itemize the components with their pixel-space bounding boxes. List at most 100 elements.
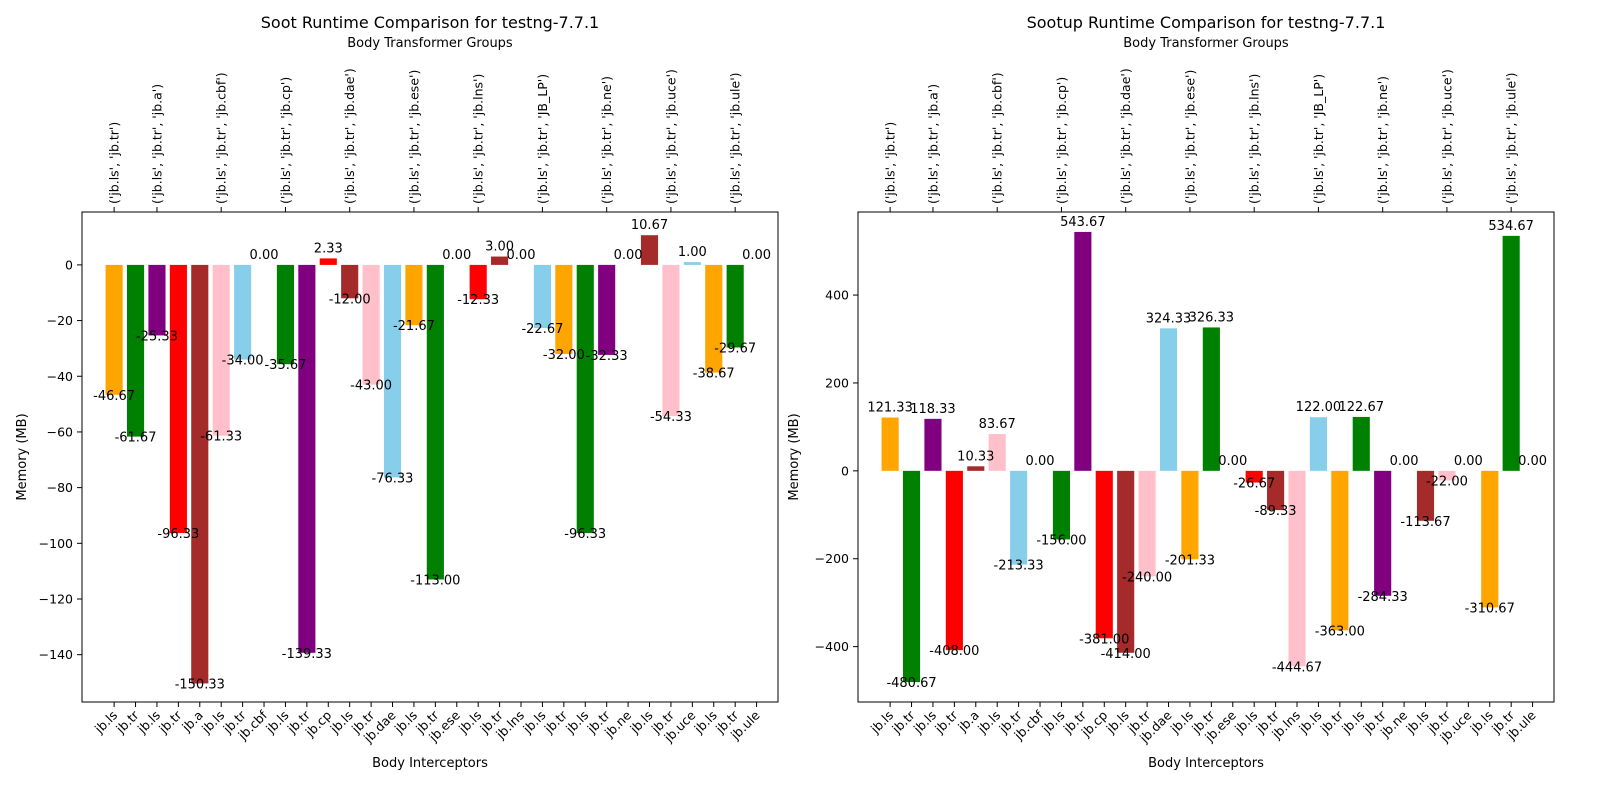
bar xyxy=(555,265,572,354)
data-label: 2.33 xyxy=(314,241,343,256)
data-label: -35.67 xyxy=(264,358,306,373)
bar xyxy=(1010,471,1027,565)
bar xyxy=(191,265,208,684)
bar xyxy=(534,265,551,328)
group-tick-label: ('jb.ls', 'jb.tr', 'jb.dae') xyxy=(1118,68,1133,204)
data-label: 0.00 xyxy=(614,248,643,263)
data-label: 0.00 xyxy=(742,248,771,263)
group-tick-label: ('jb.ls', 'jb.tr', 'jb.lns') xyxy=(471,74,486,204)
bar xyxy=(384,265,401,478)
data-label: -201.33 xyxy=(1165,553,1215,568)
data-label: 543.67 xyxy=(1060,215,1106,230)
data-label: -284.33 xyxy=(1358,590,1408,605)
bar xyxy=(1181,471,1198,559)
data-label: -381.00 xyxy=(1079,632,1129,647)
bar xyxy=(577,265,594,533)
data-label: -43.00 xyxy=(350,379,392,394)
y-tick-label: −120 xyxy=(39,591,73,606)
data-label: -139.33 xyxy=(282,647,332,662)
data-label: -38.67 xyxy=(693,367,735,382)
bar xyxy=(967,466,984,471)
group-tick-label: ('jb.ls', 'jb.tr', 'jb.uce') xyxy=(663,69,678,204)
x-axis-label: Body Interceptors xyxy=(1148,756,1264,771)
y-tick-label: −200 xyxy=(815,551,849,566)
data-label: 324.33 xyxy=(1146,311,1192,326)
group-tick-label: ('jb.ls', 'jb.tr', 'JB_LP') xyxy=(535,74,550,204)
group-tick-label: ('jb.ls', 'jb.tr') xyxy=(883,122,898,204)
bar xyxy=(127,265,144,437)
group-tick-label: ('jb.ls', 'jb.tr') xyxy=(107,122,122,204)
bar xyxy=(1374,471,1391,596)
data-label: -414.00 xyxy=(1101,647,1151,662)
data-label: -54.33 xyxy=(650,410,692,425)
bar xyxy=(1117,471,1134,653)
group-tick-label: ('jb.ls', 'jb.tr', 'jb.cbf') xyxy=(990,72,1005,204)
group-tick-label: ('jb.ls', 'jb.tr', 'jb.cbf') xyxy=(214,72,229,204)
y-tick-label: 200 xyxy=(825,375,849,390)
data-label: -29.67 xyxy=(714,342,756,357)
y-tick-label: −20 xyxy=(47,313,73,328)
data-label: -25.33 xyxy=(136,329,178,344)
group-tick-label: ('jb.ls', 'jb.tr', 'jb.ne') xyxy=(1375,76,1390,204)
bar xyxy=(234,265,251,360)
data-label: -310.67 xyxy=(1465,601,1515,616)
data-label: -96.33 xyxy=(564,527,606,542)
y-tick-label: 0 xyxy=(65,257,73,272)
data-label: 0.00 xyxy=(442,248,471,263)
data-label: 118.33 xyxy=(910,402,956,417)
bar xyxy=(427,265,444,580)
bar xyxy=(320,258,337,264)
bar xyxy=(277,265,294,364)
y-axis-label: Memory (MB) xyxy=(15,413,30,500)
data-label: -12.33 xyxy=(457,293,499,308)
bar xyxy=(405,265,422,325)
y-tick-label: −100 xyxy=(39,536,73,551)
data-label: 0.00 xyxy=(1390,454,1419,469)
data-label: 534.67 xyxy=(1488,219,1534,234)
y-tick-label: 0 xyxy=(841,463,849,478)
data-label: -22.67 xyxy=(521,322,563,337)
top-axis-label: Body Transformer Groups xyxy=(347,36,513,51)
x-axis-label: Body Interceptors xyxy=(372,756,488,771)
group-tick-label: ('jb.ls', 'jb.tr', 'jb.ese') xyxy=(406,70,421,204)
bar xyxy=(1288,471,1305,666)
data-label: -12.00 xyxy=(329,292,371,307)
data-label: 0.00 xyxy=(1518,454,1547,469)
data-label: 0.00 xyxy=(1454,454,1483,469)
y-tick-label: 400 xyxy=(825,288,849,303)
data-label: -26.67 xyxy=(1233,477,1275,492)
data-label: -22.00 xyxy=(1426,475,1468,490)
group-tick-label: ('jb.ls', 'jb.tr', 'jb.uce') xyxy=(1439,69,1454,204)
soot-chart-panel: Soot Runtime Comparison for testng-7.7.1… xyxy=(15,13,778,771)
data-label: -363.00 xyxy=(1315,624,1365,639)
data-label: -34.00 xyxy=(222,354,264,369)
bar xyxy=(1096,471,1113,638)
data-label: 10.33 xyxy=(957,449,994,464)
data-label: -150.33 xyxy=(175,677,225,692)
data-label: 0.00 xyxy=(507,248,536,263)
bar xyxy=(298,265,315,653)
group-tick-label: ('jb.ls', 'jb.tr', 'jb.cp') xyxy=(278,77,293,204)
data-label: -32.00 xyxy=(543,348,585,363)
data-label: -480.67 xyxy=(886,676,936,691)
bar xyxy=(924,419,941,471)
sootup-chart-panel: Sootup Runtime Comparison for testng-7.7… xyxy=(787,13,1554,771)
bar xyxy=(213,265,230,436)
bar xyxy=(1203,327,1220,470)
group-tick-label: ('jb.ls', 'jb.tr', 'jb.dae') xyxy=(342,68,357,204)
bar xyxy=(1481,471,1498,608)
data-label: -156.00 xyxy=(1036,533,1086,548)
group-tick-label: ('jb.ls', 'jb.tr', 'JB_LP') xyxy=(1311,74,1326,204)
bar xyxy=(641,235,658,265)
group-tick-label: ('jb.ls', 'jb.tr', 'jb.ese') xyxy=(1182,70,1197,204)
data-label: 0.00 xyxy=(1218,454,1247,469)
data-label: 0.00 xyxy=(1026,454,1055,469)
data-label: -113.67 xyxy=(1400,515,1450,530)
data-label: -113.00 xyxy=(410,574,460,589)
group-tick-label: ('jb.ls', 'jb.tr', 'jb.a') xyxy=(925,84,940,204)
group-tick-label: ('jb.ls', 'jb.tr', 'jb.ule') xyxy=(1504,72,1519,204)
bar xyxy=(106,265,123,395)
bar xyxy=(727,265,744,348)
bar xyxy=(148,265,165,336)
